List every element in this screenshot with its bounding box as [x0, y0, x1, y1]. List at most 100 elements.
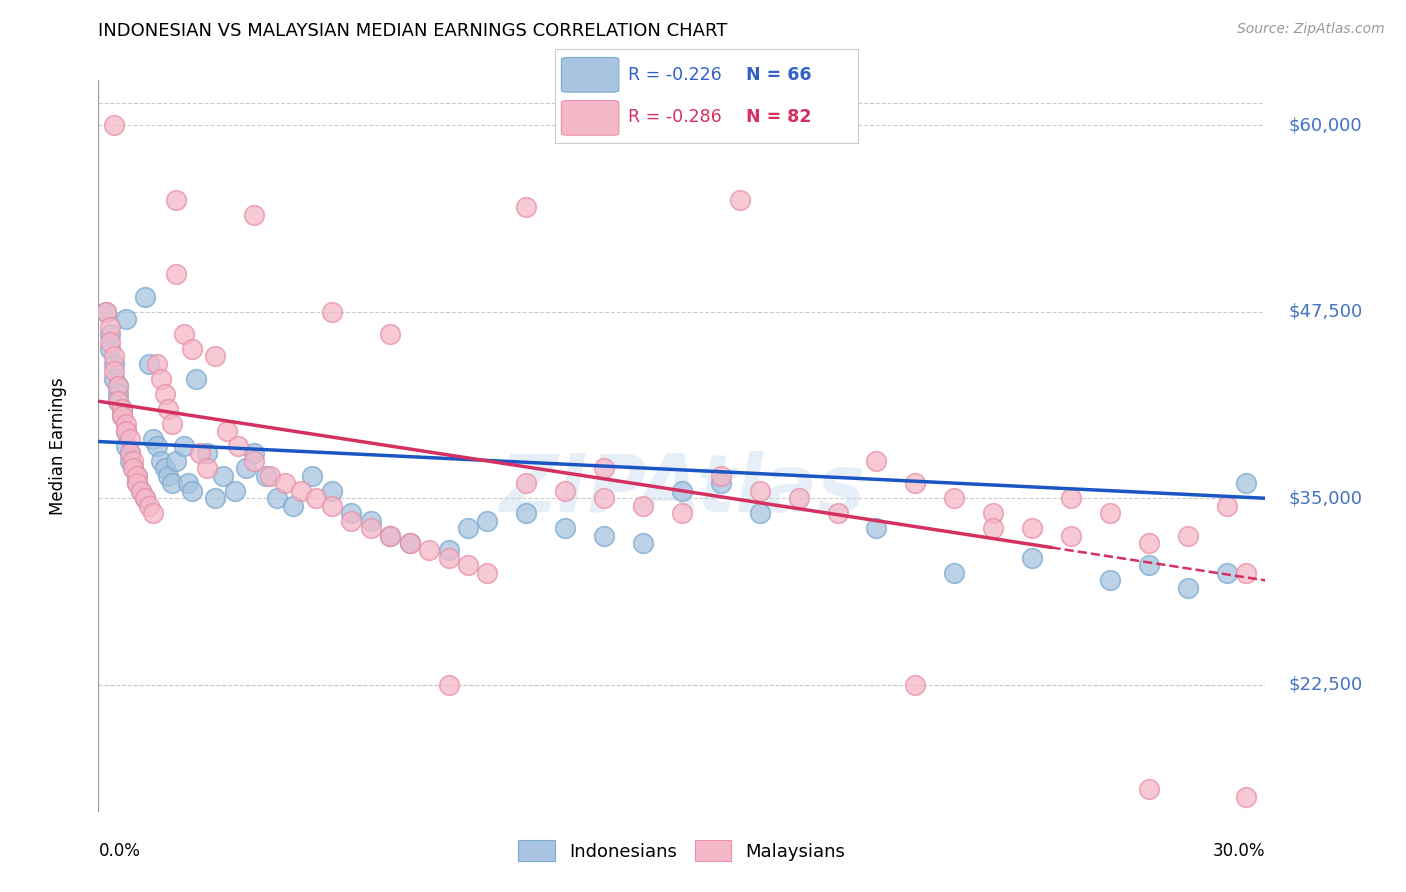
Point [107, 394, 129, 409]
Point [943, 566, 966, 580]
Point [153, 386, 176, 401]
Point [122, 461, 145, 475]
Point [243, 208, 266, 222]
Point [215, 424, 238, 438]
Legend: Indonesians, Malaysians: Indonesians, Malaysians [512, 833, 852, 869]
Point [787, 491, 810, 506]
Point [98, 326, 121, 341]
Point [118, 432, 141, 446]
Text: INDONESIAN VS MALAYSIAN MEDIAN EARNINGS CORRELATION CHART: INDONESIAN VS MALAYSIAN MEDIAN EARNINGS … [98, 22, 728, 40]
Point [1234, 476, 1257, 491]
Point [228, 439, 250, 453]
Text: Source: ZipAtlas.com: Source: ZipAtlas.com [1237, 22, 1385, 37]
Point [515, 200, 537, 214]
Point [129, 483, 152, 498]
Point [127, 476, 149, 491]
Point [305, 491, 328, 506]
Point [1060, 528, 1083, 542]
Point [1137, 558, 1160, 573]
Point [1021, 551, 1043, 566]
Point [118, 446, 141, 460]
Point [243, 446, 266, 460]
Text: N = 66: N = 66 [745, 66, 811, 84]
Point [127, 476, 149, 491]
Point [515, 506, 537, 520]
Point [188, 446, 211, 460]
Text: $22,500: $22,500 [1289, 676, 1362, 694]
Point [1177, 581, 1199, 595]
Point [437, 551, 460, 566]
Point [437, 543, 460, 558]
Point [378, 528, 402, 542]
Point [180, 342, 202, 356]
Text: Median Earnings: Median Earnings [49, 377, 66, 515]
Point [177, 476, 200, 491]
Point [114, 424, 136, 438]
Point [321, 483, 343, 498]
Point [129, 483, 152, 498]
Point [321, 304, 343, 318]
Point [103, 372, 125, 386]
Point [98, 342, 121, 356]
Point [114, 417, 136, 431]
Point [180, 483, 202, 498]
Point [184, 372, 207, 386]
Point [134, 491, 156, 506]
Point [1177, 528, 1199, 542]
Point [290, 483, 312, 498]
Point [243, 454, 266, 468]
Point [710, 468, 733, 483]
FancyBboxPatch shape [561, 57, 619, 92]
Point [477, 566, 499, 580]
Point [631, 499, 654, 513]
Point [134, 491, 156, 506]
FancyBboxPatch shape [561, 101, 619, 136]
Point [204, 350, 226, 364]
Point [165, 268, 187, 282]
Point [1137, 536, 1160, 550]
Point [153, 461, 176, 475]
Point [981, 506, 1004, 520]
Point [748, 506, 770, 520]
Point [904, 678, 927, 692]
Point [593, 491, 616, 506]
Point [593, 528, 616, 542]
Point [235, 461, 257, 475]
Point [138, 357, 160, 371]
Point [107, 379, 129, 393]
Point [943, 491, 966, 506]
Point [157, 401, 180, 416]
Point [1234, 566, 1257, 580]
Point [254, 468, 277, 483]
Point [671, 506, 693, 520]
Point [114, 424, 136, 438]
Point [865, 454, 887, 468]
Point [274, 476, 297, 491]
Point [118, 454, 141, 468]
Point [360, 521, 382, 535]
Point [122, 461, 145, 475]
Point [173, 439, 195, 453]
Text: R = -0.286: R = -0.286 [628, 109, 721, 127]
Point [1215, 566, 1237, 580]
Point [748, 483, 770, 498]
Point [1234, 789, 1257, 804]
Point [266, 491, 288, 506]
Point [134, 290, 156, 304]
Point [146, 357, 169, 371]
Point [114, 312, 136, 326]
Point [301, 468, 323, 483]
Point [515, 476, 537, 491]
Point [593, 461, 616, 475]
Point [107, 386, 129, 401]
Point [554, 483, 576, 498]
Point [827, 506, 849, 520]
Point [118, 446, 141, 460]
Point [204, 491, 226, 506]
Point [114, 439, 136, 453]
Point [127, 468, 149, 483]
Point [418, 543, 440, 558]
Point [103, 357, 125, 371]
Point [107, 394, 129, 409]
Point [321, 499, 343, 513]
